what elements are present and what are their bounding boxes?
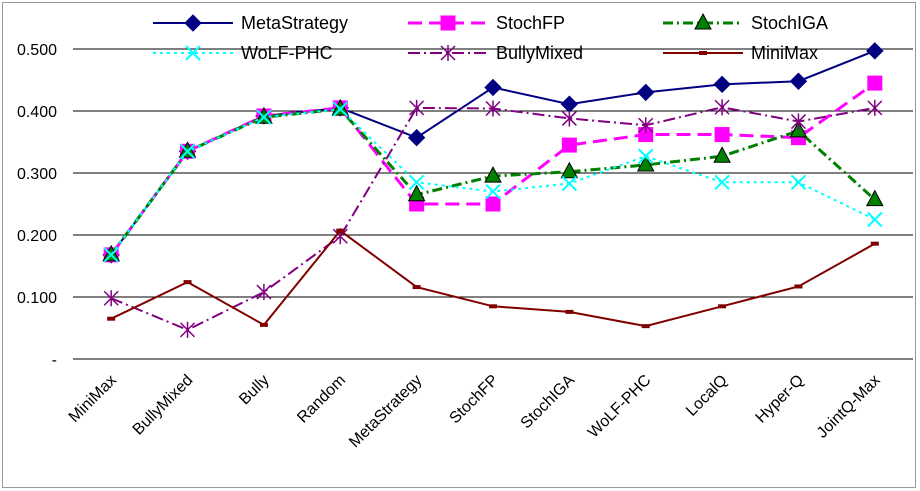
y-tick-label: 0.500 [17,42,57,59]
x-tick-label: BullyMixed [130,372,197,439]
data-point [484,78,502,97]
data-point [407,184,426,202]
data-point [561,137,577,153]
data-point [183,280,192,285]
x-tick-label: LocalQ [683,372,731,420]
data-point [867,211,883,228]
data-point [103,247,119,263]
x-tick-label: MiniMax [66,372,120,426]
legend-label: MetaStrategy [241,13,348,33]
series-minimax [107,228,879,329]
data-point [336,228,345,233]
x-tick-label: Bully [236,372,273,409]
x-tick-label: WoLF-PHC [585,372,655,442]
legend-marker [184,14,202,32]
data-point [561,175,578,192]
data-point [407,128,426,147]
data-point [865,189,884,207]
data-point [178,141,197,158]
data-point [332,101,348,117]
series-bullymixed [103,99,883,338]
data-point [485,196,501,212]
data-point [179,143,196,160]
data-point [714,99,730,116]
data-point [256,284,272,301]
data-point [103,290,119,307]
data-point [560,161,579,179]
data-point [485,183,501,200]
data-point [489,304,497,309]
legend-label: StochFP [496,13,565,33]
data-point [561,110,577,127]
legend-label: WoLF-PHC [241,43,333,63]
data-point [790,174,807,191]
legend-label: StochIGA [751,13,828,33]
data-point [107,316,116,321]
data-point [560,95,579,113]
legend-item: StochIGA [663,12,828,33]
x-tick-label: StochIGA [518,372,579,433]
data-point [713,75,731,94]
x-tick-label: JointQ-Max [814,372,884,442]
data-point [484,166,502,183]
legend-item: MiniMax [663,43,818,63]
series-stochiga [102,99,884,262]
legend-marker [699,51,707,55]
data-point [866,42,884,60]
y-tick-label: 0.200 [17,228,57,245]
y-tick-label: 0.400 [17,104,57,121]
legend-marker [440,45,456,61]
legend-item: StochFP [408,13,565,33]
data-point [718,304,727,309]
data-point [790,113,806,130]
data-point [794,284,803,289]
data-point [867,75,883,91]
data-point [641,324,650,329]
x-tick-label: StochFP [446,372,501,427]
legend-label: BullyMixed [496,43,583,63]
data-point [485,100,501,117]
legend-item: MetaStrategy [153,13,348,33]
data-point [870,241,879,246]
data-point [638,117,654,134]
data-point [331,99,350,116]
data-point [638,148,654,164]
data-point [255,107,273,124]
y-tick-label: - [52,352,57,369]
legend-marker [694,12,712,30]
data-point [713,146,731,163]
y-tick-label: 0.100 [17,290,57,307]
y-tick-label: 0.300 [17,166,57,183]
data-point [714,127,730,143]
series-wolf-phc [103,101,883,263]
legend-item: WoLF-PHC [153,43,333,63]
series-metastrategy [102,42,884,264]
data-point [259,322,268,327]
data-point [256,109,272,125]
data-point [789,72,808,90]
data-point [565,309,574,314]
legend-marker [440,15,456,31]
data-point [408,174,425,191]
data-point [714,174,730,191]
legend-marker [185,45,201,61]
data-point [637,83,655,102]
x-tick-label: Hyper-Q [753,372,808,427]
data-point [867,99,883,116]
legend-item: BullyMixed [408,43,583,63]
data-point [636,154,655,172]
data-point [412,285,421,290]
x-tick-label: Random [294,372,349,427]
series-line [110,229,876,328]
legend-label: MiniMax [751,43,818,63]
data-point [409,99,425,116]
data-point [180,321,196,338]
x-tick-label: MetaStrategy [346,372,425,451]
